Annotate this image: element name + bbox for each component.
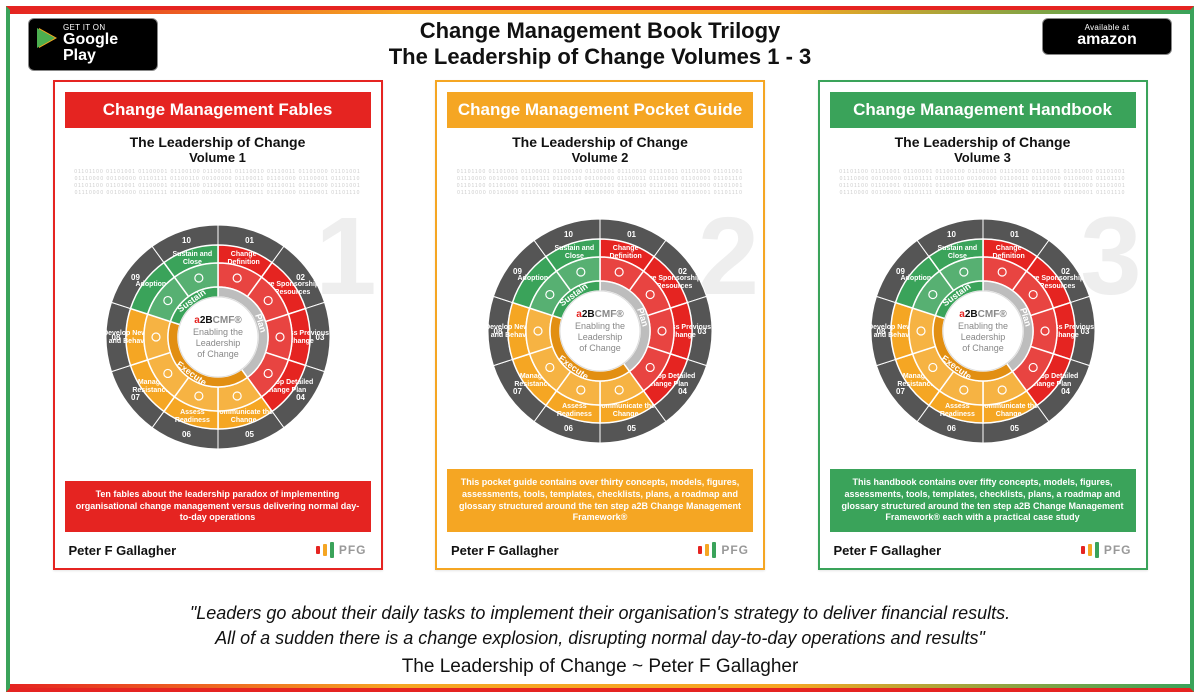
pfg-logo-icon: PFG — [316, 542, 367, 558]
svg-text:10: 10 — [182, 236, 191, 245]
amazon-badge[interactable]: Available at amazon — [1042, 18, 1172, 55]
book-cover-3[interactable]: Change Management Handbook The Leadershi… — [818, 80, 1148, 570]
svg-text:04: 04 — [678, 387, 687, 396]
svg-text:a2BCMF®: a2BCMF® — [959, 309, 1007, 320]
svg-text:Leadership: Leadership — [578, 332, 623, 342]
svg-text:Adoption: Adoption — [135, 281, 166, 288]
framework-wheel-icon: 01020304050607080910ChangeDefinitionSecu… — [480, 211, 720, 451]
cover-subtitle: The Leadership of Change — [437, 134, 763, 150]
svg-text:of Change: of Change — [197, 349, 239, 359]
svg-text:Assess: Assess — [945, 403, 970, 410]
author-name: Peter F Gallagher — [834, 543, 942, 558]
main-frame: GET IT ON Google Play Available at amazo… — [6, 6, 1194, 692]
svg-text:of Change: of Change — [579, 343, 621, 353]
badge-big-text: amazon — [1053, 32, 1161, 48]
svg-text:Assess: Assess — [180, 409, 205, 416]
svg-text:01: 01 — [627, 230, 636, 239]
cover-subtitle: The Leadership of Change — [55, 134, 381, 150]
svg-text:01: 01 — [1010, 230, 1019, 239]
svg-text:Adoption: Adoption — [900, 275, 931, 282]
cover-volume: Volume 2 — [437, 150, 763, 165]
header-title-2: The Leadership of Change Volumes 1 - 3 — [10, 44, 1190, 70]
badge-big-text: Google Play — [63, 32, 147, 64]
cover-title-band: Change Management Fables — [65, 92, 371, 128]
cover-description: Ten fables about the leadership paradox … — [65, 481, 371, 532]
svg-text:Change: Change — [995, 245, 1021, 252]
svg-text:Change: Change — [995, 411, 1021, 418]
author-row: Peter F Gallagher PFG — [437, 538, 763, 568]
footer-attribution: The Leadership of Change ~ Peter F Galla… — [50, 656, 1150, 678]
author-row: Peter F Gallagher PFG — [55, 538, 381, 568]
header-title-1: Change Management Book Trilogy — [10, 18, 1190, 44]
svg-text:a2BCMF®: a2BCMF® — [576, 309, 624, 320]
author-name: Peter F Gallagher — [69, 543, 177, 558]
author-row: Peter F Gallagher PFG — [820, 538, 1146, 568]
book-cover-1[interactable]: Change Management Fables The Leadership … — [53, 80, 383, 570]
svg-text:10: 10 — [564, 230, 573, 239]
cover-title-band: Change Management Handbook — [830, 92, 1136, 128]
svg-text:07: 07 — [513, 387, 522, 396]
cover-description: This handbook contains over fifty concep… — [830, 469, 1136, 532]
covers-row: Change Management Fables The Leadership … — [10, 74, 1190, 595]
svg-text:Readiness: Readiness — [557, 411, 592, 418]
cover-title-band: Change Management Pocket Guide — [447, 92, 753, 128]
svg-text:Change: Change — [613, 245, 639, 252]
pfg-logo-icon: PFG — [698, 542, 749, 558]
svg-text:Leadership: Leadership — [960, 332, 1005, 342]
svg-text:04: 04 — [1061, 387, 1070, 396]
svg-text:06: 06 — [564, 424, 573, 433]
svg-text:04: 04 — [296, 393, 305, 402]
svg-text:05: 05 — [1010, 424, 1019, 433]
cover-description: This pocket guide contains over thirty c… — [447, 469, 753, 532]
wheel-container: 01020304050607080910ChangeDefinitionSecu… — [55, 199, 381, 475]
google-play-badge[interactable]: GET IT ON Google Play — [28, 18, 158, 71]
wheel-container: 01020304050607080910ChangeDefinitionSecu… — [437, 199, 763, 463]
svg-text:Change: Change — [613, 411, 639, 418]
svg-text:01: 01 — [245, 236, 254, 245]
svg-text:Sustain and: Sustain and — [555, 245, 595, 252]
header: GET IT ON Google Play Available at amazo… — [10, 10, 1190, 74]
cover-subtitle: The Leadership of Change — [820, 134, 1146, 150]
svg-text:Adoption: Adoption — [517, 275, 548, 282]
svg-text:a2BCMF®: a2BCMF® — [194, 315, 242, 326]
cover-volume: Volume 1 — [55, 150, 381, 165]
cover-volume: Volume 3 — [820, 150, 1146, 165]
pfg-logo-icon: PFG — [1081, 542, 1132, 558]
svg-text:of Change: of Change — [962, 343, 1004, 353]
wheel-container: 01020304050607080910ChangeDefinitionSecu… — [820, 199, 1146, 463]
svg-text:Enabling the: Enabling the — [957, 321, 1007, 331]
svg-text:Enabling the: Enabling the — [575, 321, 625, 331]
svg-text:05: 05 — [627, 424, 636, 433]
footer: "Leaders go about their daily tasks to i… — [10, 595, 1190, 688]
svg-text:Readiness: Readiness — [174, 417, 209, 424]
svg-text:Assess: Assess — [562, 403, 587, 410]
svg-text:06: 06 — [182, 430, 191, 439]
svg-text:Enabling the: Enabling the — [192, 327, 242, 337]
svg-text:Change: Change — [230, 417, 256, 424]
svg-text:Leadership: Leadership — [195, 338, 240, 348]
svg-text:05: 05 — [245, 430, 254, 439]
svg-text:Readiness: Readiness — [939, 411, 974, 418]
footer-quote-line2: All of a sudden there is a change explos… — [50, 626, 1150, 650]
svg-text:Sustain and: Sustain and — [937, 245, 977, 252]
framework-wheel-icon: 01020304050607080910ChangeDefinitionSecu… — [863, 211, 1103, 451]
play-icon — [37, 28, 55, 48]
svg-text:Change: Change — [230, 251, 256, 258]
author-name: Peter F Gallagher — [451, 543, 559, 558]
svg-text:06: 06 — [947, 424, 956, 433]
footer-quote-line1: "Leaders go about their daily tasks to i… — [50, 601, 1150, 625]
svg-text:07: 07 — [131, 393, 140, 402]
svg-text:Sustain and: Sustain and — [172, 251, 212, 258]
framework-wheel-icon: 01020304050607080910ChangeDefinitionSecu… — [98, 217, 338, 457]
book-cover-2[interactable]: Change Management Pocket Guide The Leade… — [435, 80, 765, 570]
svg-text:10: 10 — [947, 230, 956, 239]
svg-text:07: 07 — [896, 387, 905, 396]
